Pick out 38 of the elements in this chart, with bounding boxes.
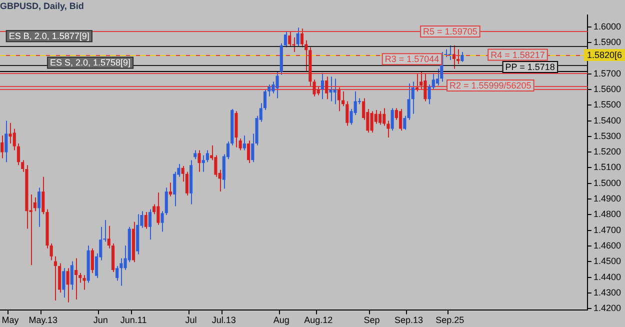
ref-line-label: ES S, 2.0, 1.5758[9] [50, 58, 131, 68]
x-tick-label: Jun [93, 315, 108, 326]
y-tick-label: 1.6000 [593, 21, 622, 32]
ref-line-label: R4 = 1.58217 [490, 50, 545, 60]
ref-line-label: PP = 1.5718 [505, 62, 555, 72]
x-tick-label: May.13 [28, 315, 58, 326]
ref-line-label: ES B, 2.0, 1.5877[9] [8, 31, 90, 42]
y-tick-label: 1.5100 [593, 162, 622, 172]
x-tick-label: Jun.11 [120, 315, 147, 326]
x-tick-label: Aug [273, 315, 290, 326]
y-tick-label: 1.5000 [593, 178, 622, 188]
y-tick-label: 1.4200 [593, 303, 622, 314]
y-tick-label: 1.5300 [593, 130, 622, 141]
x-tick-label: May [2, 315, 20, 326]
x-tick-label: Aug.12 [304, 315, 333, 326]
ref-line-label: R3 = 1.57044 [384, 54, 440, 64]
ref-line-label: R2 = 1.55999/56205 [449, 80, 532, 90]
y-tick-label: 1.5600 [593, 84, 622, 94]
y-tick-label: 1.5400 [593, 115, 622, 126]
y-tick-label: 1.4700 [593, 224, 622, 235]
y-tick-label: 1.4400 [593, 272, 622, 282]
x-tick-label: Sep.25 [436, 315, 464, 326]
x-tick-label: Sep [364, 315, 380, 326]
y-tick-label: 1.5700 [593, 68, 622, 78]
y-tick-label: 1.4500 [593, 256, 622, 266]
ref-line-label: R5 = 1.59705 [423, 26, 478, 36]
x-tick-label: Jul.13 [212, 315, 236, 326]
chart-title: GBPUSD, Daily, Bid [0, 0, 84, 11]
y-tick-label: 1.4300 [593, 287, 622, 298]
y-tick-label: 1.5500 [593, 100, 622, 110]
y-tick-label: 1.4600 [593, 240, 622, 250]
y-tick-label: 1.5200 [593, 146, 622, 157]
y-tick-label: 1.4800 [593, 209, 622, 220]
ref-line-label: 1.5820[6 [586, 50, 622, 60]
x-tick-label: Sep.13 [394, 315, 424, 326]
y-tick-label: 1.5900 [593, 36, 622, 47]
y-tick-label: 1.4900 [593, 194, 622, 204]
x-tick-label: Jul [185, 315, 197, 326]
